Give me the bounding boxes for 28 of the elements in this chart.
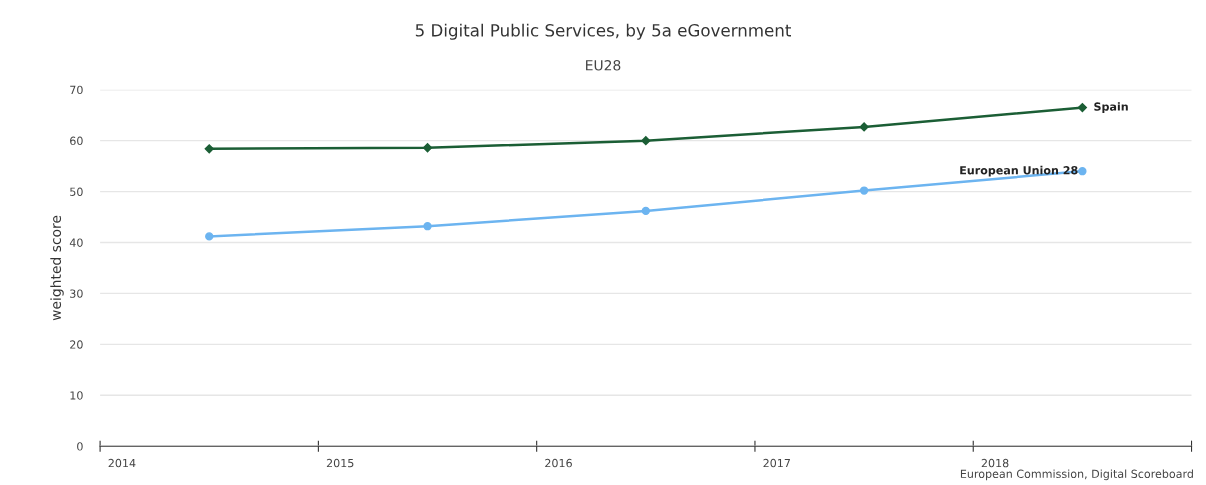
chart-title: 5 Digital Public Services, by 5a eGovernment xyxy=(415,23,791,40)
point xyxy=(205,232,214,241)
y-tick-label: 70 xyxy=(70,85,83,95)
series-label: Spain xyxy=(1094,102,1128,113)
x-tick-label: 2015 xyxy=(326,458,354,468)
y-tick-label: 30 xyxy=(70,289,83,298)
y-tick-label: 50 xyxy=(70,187,83,196)
point xyxy=(859,186,869,195)
y-tick-label: 0 xyxy=(77,442,83,451)
point xyxy=(204,144,214,154)
point xyxy=(1078,167,1087,176)
chart-subtitle: EU28 xyxy=(586,60,621,71)
y-axis-title: weighted score xyxy=(50,215,64,321)
x-tick-label: 2014 xyxy=(108,458,136,468)
point xyxy=(641,136,651,146)
y-tick-label: 10 xyxy=(70,391,83,400)
text: European Commission, Digital Scoreboard xyxy=(960,469,1193,481)
point xyxy=(1077,102,1088,113)
x-tick-label: 2016 xyxy=(545,458,572,468)
y-tick-label: 20 xyxy=(70,340,83,349)
point xyxy=(422,143,433,153)
point xyxy=(641,206,650,216)
x-tick-label: 2018 xyxy=(981,458,1009,468)
point xyxy=(423,222,432,231)
y-tick-label: 40 xyxy=(69,238,83,247)
x-tick-label: 2017 xyxy=(763,458,790,468)
y-tick-label: 60 xyxy=(70,136,83,146)
point xyxy=(859,122,869,132)
